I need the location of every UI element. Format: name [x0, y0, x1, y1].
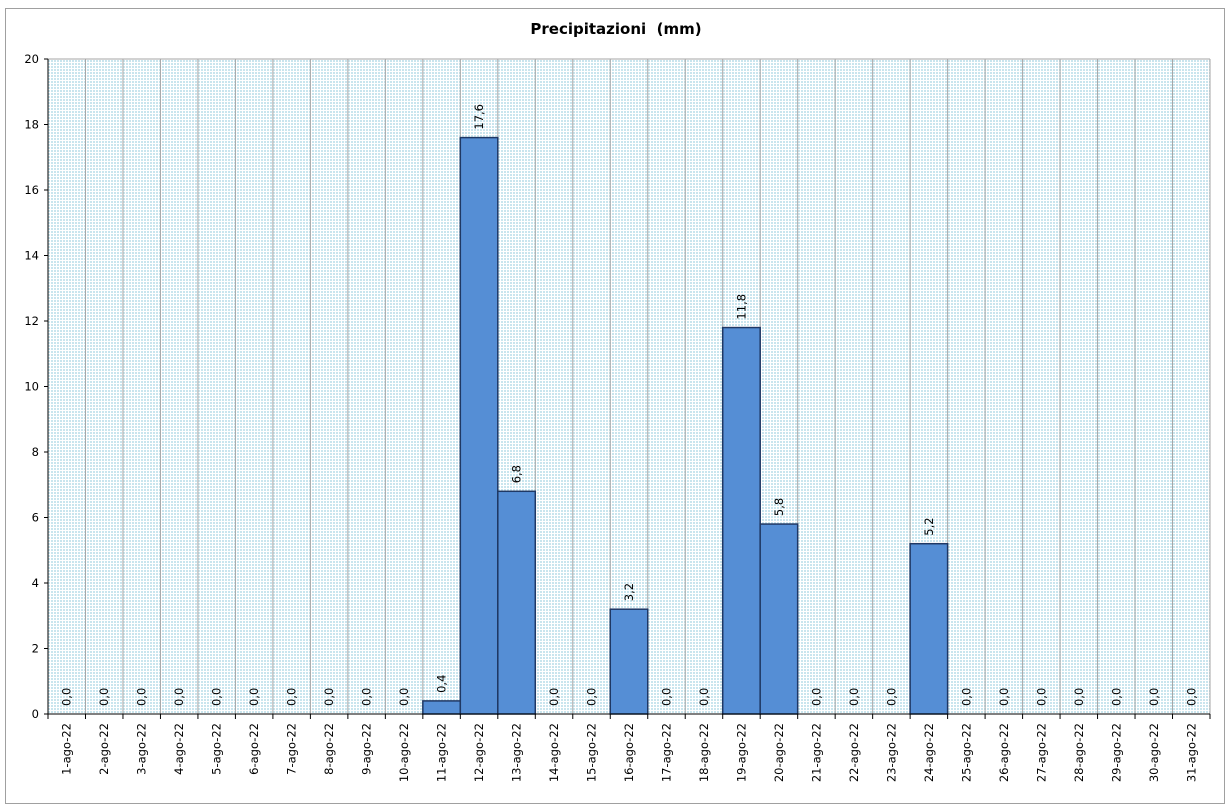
x-tick-label: 24-ago-22 — [922, 723, 936, 782]
x-tick-label: 2-ago-22 — [97, 723, 111, 775]
y-tick-label: 18 — [24, 118, 39, 132]
data-label: 6,8 — [510, 465, 524, 483]
data-label: 3,2 — [622, 583, 636, 601]
data-label: 5,2 — [922, 517, 936, 535]
data-label: 0,0 — [60, 688, 74, 706]
data-label: 17,6 — [472, 104, 486, 130]
x-tick-label: 29-ago-22 — [1109, 723, 1123, 782]
bar-24-ago-22 — [909, 542, 949, 715]
data-label: 11,8 — [734, 294, 748, 320]
y-tick-label: 6 — [32, 511, 39, 525]
x-tick-label: 5-ago-22 — [210, 723, 224, 775]
bar-12-ago-22 — [459, 136, 499, 715]
data-label: 0,0 — [285, 688, 299, 706]
bar-16-ago-22 — [609, 608, 649, 715]
y-tick-label: 10 — [24, 380, 39, 394]
x-tick-label: 3-ago-22 — [135, 723, 149, 775]
x-tick-label: 8-ago-22 — [322, 723, 336, 775]
data-label: 0,0 — [210, 688, 224, 706]
data-labels: 0,0 0,0 0,0 0,0 0,0 0,0 0,0 0,0 0,0 0,0 0,4 17,6 6,8… — [60, 104, 1199, 706]
data-label: 0,0 — [1184, 688, 1198, 706]
data-label: 0,0 — [1109, 688, 1123, 706]
data-label: 0,0 — [135, 688, 149, 706]
bar-13-ago-22 — [497, 490, 537, 715]
x-tick-label: 30-ago-22 — [1147, 723, 1161, 782]
x-tick-label: 11-ago-22 — [435, 723, 449, 782]
bars — [422, 136, 949, 715]
bar-19-ago-22 — [721, 326, 761, 715]
y-tick-label: 2 — [32, 642, 39, 656]
data-label: 0,0 — [884, 688, 898, 706]
x-tick-label: 17-ago-22 — [659, 723, 673, 782]
y-tick-label: 0 — [32, 707, 39, 721]
y-tick-label: 8 — [32, 445, 39, 459]
x-tick-label: 16-ago-22 — [622, 723, 636, 782]
x-tick-label: 23-ago-22 — [884, 723, 898, 782]
data-label: 0,0 — [172, 688, 186, 706]
x-tick-label: 22-ago-22 — [847, 723, 861, 782]
bar-20-ago-22 — [759, 523, 799, 715]
x-tick-label: 25-ago-22 — [959, 723, 973, 782]
x-tick-label: 13-ago-22 — [510, 723, 524, 782]
y-tick-label: 12 — [24, 314, 39, 328]
x-tick-label: 21-ago-22 — [809, 723, 823, 782]
data-label: 0,0 — [809, 688, 823, 706]
data-label: 0,0 — [360, 688, 374, 706]
bar-11-ago-22 — [422, 700, 462, 715]
data-label: 0,0 — [697, 688, 711, 706]
axes — [44, 58, 1211, 719]
data-label: 0,0 — [959, 688, 973, 706]
data-label: 0,0 — [97, 688, 111, 706]
data-label: 0,0 — [997, 688, 1011, 706]
data-label: 0,0 — [547, 688, 561, 706]
y-tick-label: 4 — [32, 576, 39, 590]
data-label: 0,0 — [247, 688, 261, 706]
x-tick-label: 26-ago-22 — [997, 723, 1011, 782]
data-label: 0,0 — [1072, 688, 1086, 706]
x-tick-label: 10-ago-22 — [397, 723, 411, 782]
y-tick-label: 20 — [24, 52, 39, 66]
x-tick-label: 14-ago-22 — [547, 723, 561, 782]
data-label: 0,0 — [585, 688, 599, 706]
data-label: 0,0 — [1147, 688, 1161, 706]
data-label: 0,0 — [322, 688, 336, 706]
data-label: 0,0 — [659, 688, 673, 706]
y-tick-labels: 0 2 4 6 8 10 12 14 16 18 20 — [24, 52, 39, 721]
data-label: 0,0 — [847, 688, 861, 706]
x-tick-label: 12-ago-22 — [472, 723, 486, 782]
x-tick-label: 7-ago-22 — [285, 723, 299, 775]
x-tick-labels: 1-ago-22 2-ago-22 3-ago-22 4-ago-22 5-ago-22… — [60, 723, 1199, 782]
x-tick-label: 19-ago-22 — [734, 723, 748, 782]
plot-area — [48, 59, 1210, 714]
x-tick-label: 31-ago-22 — [1184, 723, 1198, 782]
data-label: 0,4 — [435, 675, 449, 693]
x-tick-label: 6-ago-22 — [247, 723, 261, 775]
x-tick-label: 20-ago-22 — [772, 723, 786, 782]
x-tick-label: 15-ago-22 — [585, 723, 599, 782]
gridlines — [48, 58, 1211, 714]
x-tick-label: 27-ago-22 — [1034, 723, 1048, 782]
data-label: 0,0 — [397, 688, 411, 706]
x-tick-label: 28-ago-22 — [1072, 723, 1086, 782]
chart-title: Precipitazioni (mm) — [530, 20, 702, 38]
y-tick-label: 14 — [24, 249, 39, 263]
x-tick-label: 1-ago-22 — [60, 723, 74, 775]
x-tick-label: 4-ago-22 — [172, 723, 186, 775]
data-label: 5,8 — [772, 498, 786, 516]
x-tick-label: 9-ago-22 — [360, 723, 374, 775]
data-label: 0,0 — [1034, 688, 1048, 706]
x-tick-label: 18-ago-22 — [697, 723, 711, 782]
y-tick-label: 16 — [24, 183, 39, 197]
